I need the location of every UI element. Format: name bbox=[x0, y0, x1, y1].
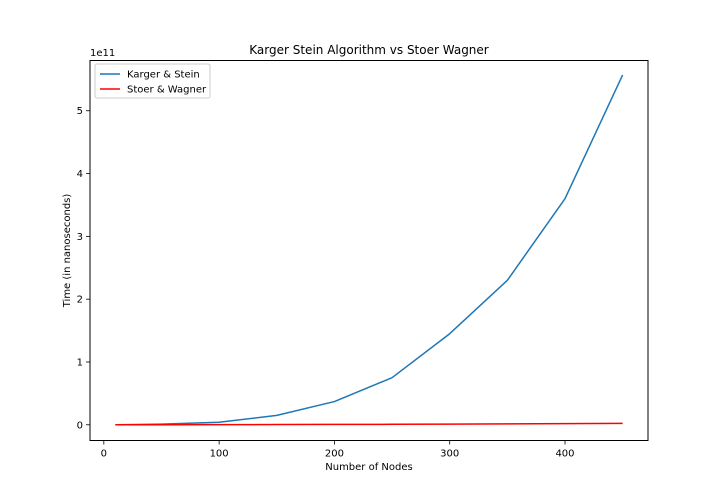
y-tick-label: 3 bbox=[77, 232, 83, 243]
series-line-stoer-wagner bbox=[115, 422, 623, 426]
legend-label-karger-stein: Karger & Stein bbox=[127, 70, 200, 81]
chart-title: Karger Stein Algorithm vs Stoer Wagner bbox=[249, 43, 489, 57]
x-axis-label: Number of Nodes bbox=[325, 462, 412, 473]
x-tick-label: 200 bbox=[325, 449, 344, 460]
y-tick-label: 1 bbox=[77, 357, 83, 368]
x-tick-label: 300 bbox=[440, 449, 459, 460]
y-tick-label: 0 bbox=[77, 420, 83, 431]
legend-box bbox=[94, 63, 211, 99]
x-tick-label: 0 bbox=[101, 449, 107, 460]
axis-ticks: 0 100 200 300 400 0 1 2 3 4 5 bbox=[77, 106, 575, 459]
x-tick-label: 400 bbox=[555, 449, 574, 460]
legend: Karger & Stein Stoer & Wagner bbox=[94, 63, 211, 99]
y-offset-label: 1e11 bbox=[90, 48, 115, 59]
series-line-karger-stein bbox=[115, 74, 624, 426]
plot-frame bbox=[89, 60, 649, 441]
y-tick-label: 4 bbox=[77, 169, 83, 180]
y-tick-label: 5 bbox=[77, 106, 83, 117]
legend-label-stoer-wagner: Stoer & Wagner bbox=[127, 85, 207, 96]
y-tick-label: 2 bbox=[77, 295, 83, 306]
y-axis-label: Time (in nanoseconds) bbox=[62, 194, 73, 309]
series-lines bbox=[115, 74, 624, 426]
x-tick-label: 100 bbox=[210, 449, 229, 460]
